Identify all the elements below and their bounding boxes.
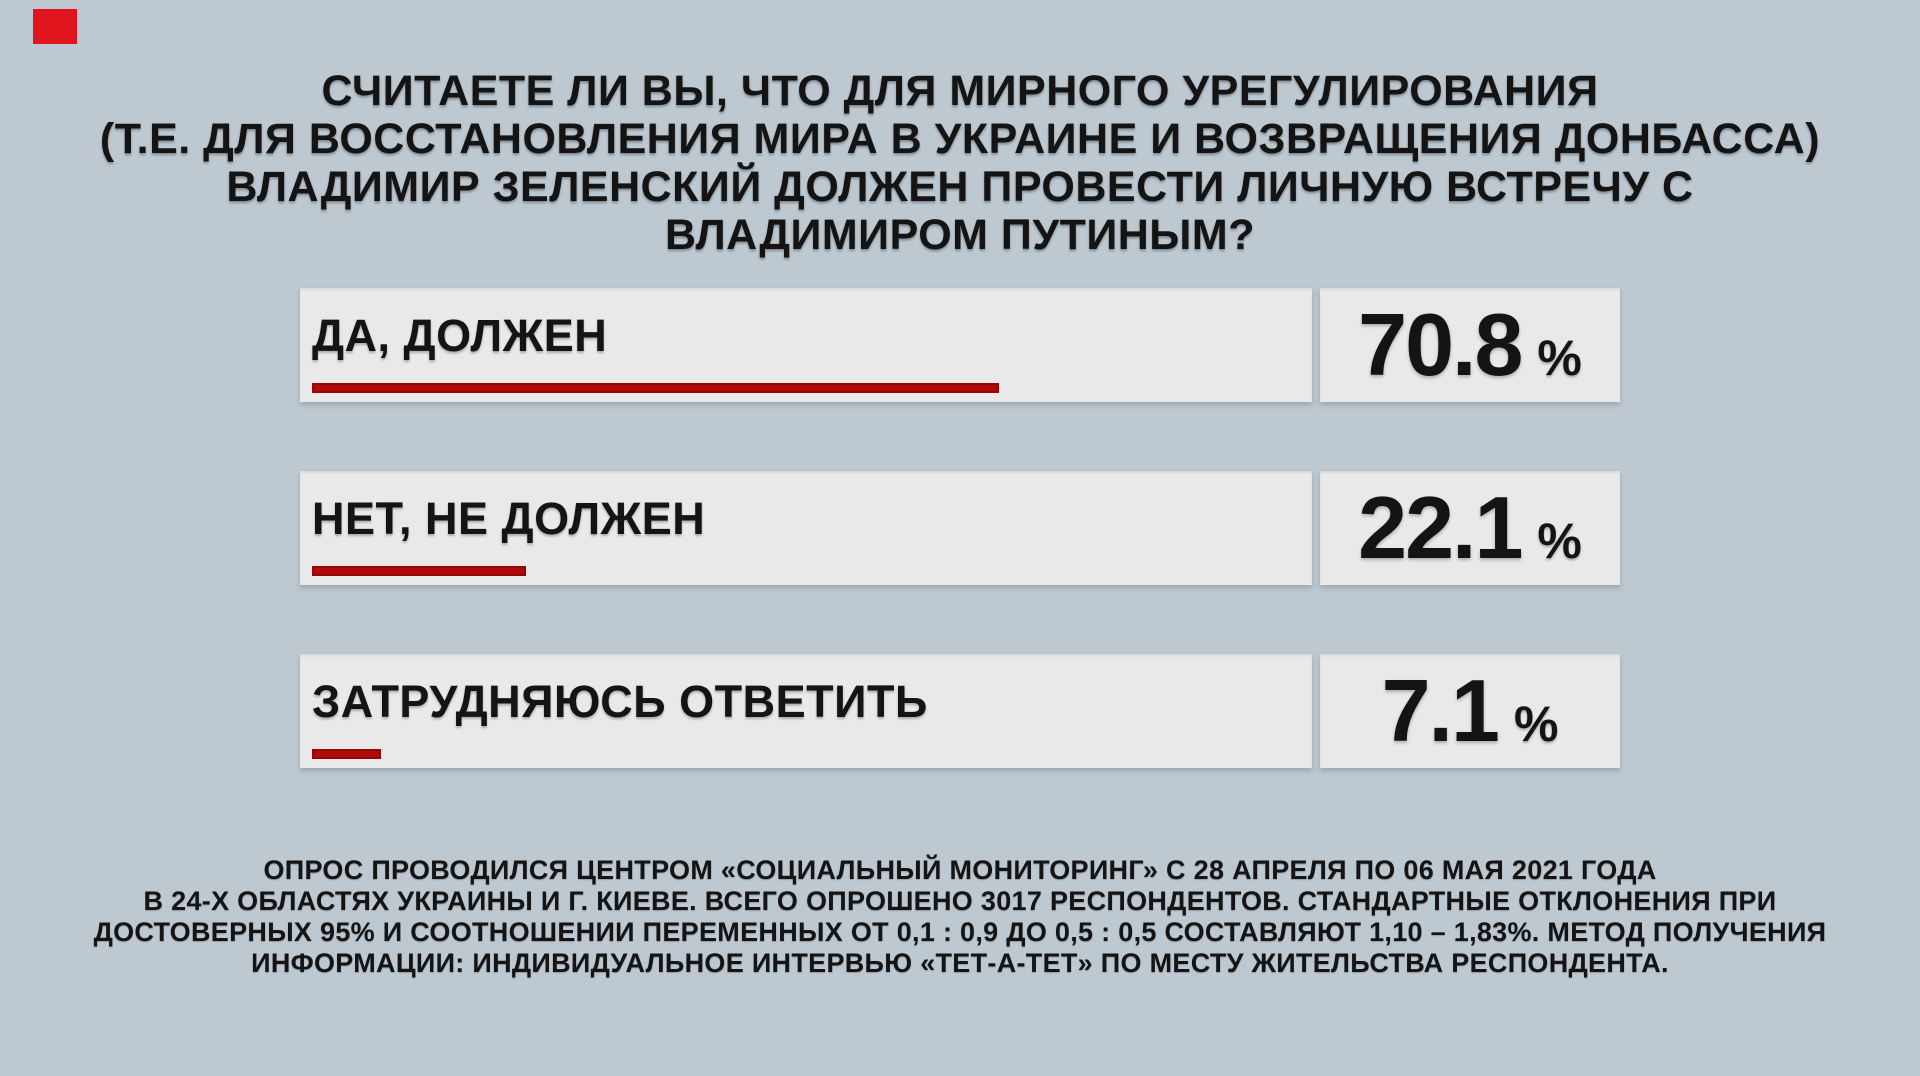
answer-row-yes: ДА, ДОЛЖЕН 70.8 % (300, 288, 1620, 402)
percent-card: 22.1 % (1320, 471, 1620, 585)
answer-label: ДА, ДОЛЖЕН (312, 310, 608, 361)
percent-card: 70.8 % (1320, 288, 1620, 402)
answer-bar (312, 749, 381, 759)
answer-label: НЕТ, НЕ ДОЛЖЕН (312, 493, 706, 544)
poll-results-chart: ДА, ДОЛЖЕН 70.8 % НЕТ, НЕ ДОЛЖЕН 22.1 % … (300, 288, 1620, 837)
methodology-note: ОПРОС ПРОВОДИЛСЯ ЦЕНТРОМ «СОЦИАЛЬНЫЙ МОН… (0, 855, 1920, 979)
question-title-line: ВЛАДИМИРОМ ПУТИНЫМ? (665, 211, 1255, 259)
percent-sign: % (1513, 696, 1559, 752)
question-title: СЧИТАЕТЕ ЛИ ВЫ, ЧТО ДЛЯ МИРНОГО УРЕГУЛИР… (0, 67, 1920, 259)
percent-value: 22.1 (1358, 478, 1523, 577)
answer-bar (312, 566, 526, 576)
methodology-line: ДОСТОВЕРНЫХ 95% И СООТНОШЕНИИ ПЕРЕМЕННЫХ… (93, 917, 1827, 947)
question-title-line: (Т.Е. ДЛЯ ВОССТАНОВЛЕНИЯ МИРА В УКРАИНЕ … (99, 115, 1821, 163)
answer-row-undecided: ЗАТРУДНЯЮСЬ ОТВЕТИТЬ 7.1 % (300, 654, 1620, 768)
methodology-line: ОПРОС ПРОВОДИЛСЯ ЦЕНТРОМ «СОЦИАЛЬНЫЙ МОН… (263, 855, 1657, 885)
percent-card: 7.1 % (1320, 654, 1620, 768)
answer-card: НЕТ, НЕ ДОЛЖЕН (300, 471, 1312, 585)
red-square-logo (33, 9, 77, 44)
answer-card: ЗАТРУДНЯЮСЬ ОТВЕТИТЬ (300, 654, 1312, 768)
percent-sign: % (1537, 513, 1582, 569)
percent-value: 70.8 (1358, 295, 1523, 394)
question-title-line: СЧИТАЕТЕ ЛИ ВЫ, ЧТО ДЛЯ МИРНОГО УРЕГУЛИР… (321, 67, 1599, 115)
percent-value: 7.1 (1381, 661, 1500, 760)
percent-sign: % (1537, 330, 1582, 386)
answer-card: ДА, ДОЛЖЕН (300, 288, 1312, 402)
answer-bar (312, 383, 999, 393)
answer-label: ЗАТРУДНЯЮСЬ ОТВЕТИТЬ (312, 676, 928, 727)
question-title-line: ВЛАДИМИР ЗЕЛЕНСКИЙ ДОЛЖЕН ПРОВЕСТИ ЛИЧНУ… (226, 163, 1694, 211)
methodology-line: В 24-Х ОБЛАСТЯХ УКРАИНЫ И Г. КИЕВЕ. ВСЕГ… (143, 886, 1777, 916)
answer-row-no: НЕТ, НЕ ДОЛЖЕН 22.1 % (300, 471, 1620, 585)
methodology-line: ИНФОРМАЦИИ: ИНДИВИДУАЛЬНОЕ ИНТЕРВЬЮ «ТЕТ… (251, 948, 1669, 978)
